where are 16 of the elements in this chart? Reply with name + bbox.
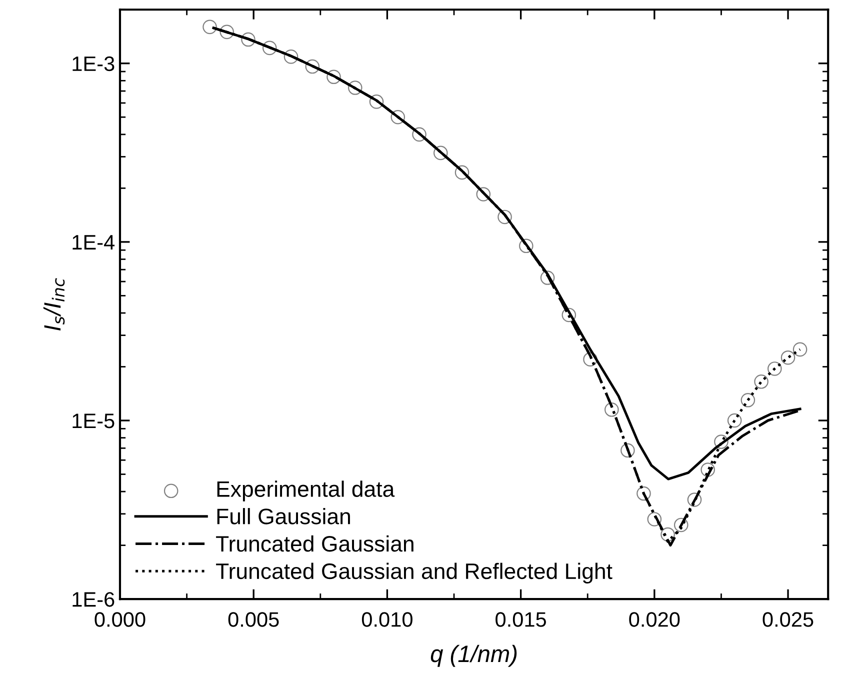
x-axis-title: q (1/nm) — [430, 644, 517, 667]
x-tick-label: 0.025 — [762, 612, 814, 627]
y-tick-label: 1E-3 — [72, 56, 114, 72]
legend-label: Truncated Gaussian — [216, 535, 414, 552]
x-tick-label: 0.005 — [228, 612, 279, 627]
y-axis-title: I$_{s}$/I$_{inc}$ — [43, 278, 65, 331]
y-tick-label: 1E-5 — [72, 414, 114, 428]
legend-label: Experimental data — [217, 480, 395, 502]
y-tick-label: 1E-4 — [72, 235, 115, 250]
x-tick-label: 0.015 — [496, 612, 546, 627]
x-tick-label: 0.000 — [94, 612, 146, 627]
y-tick-label: 1E-6 — [72, 592, 114, 607]
x-tick-label: 0.020 — [629, 612, 680, 627]
x-tick-label: 0.010 — [362, 612, 412, 627]
legend-label: Truncated Gaussian and Reflected Light — [216, 562, 612, 584]
legend-label: Full Gaussian — [217, 508, 350, 524]
